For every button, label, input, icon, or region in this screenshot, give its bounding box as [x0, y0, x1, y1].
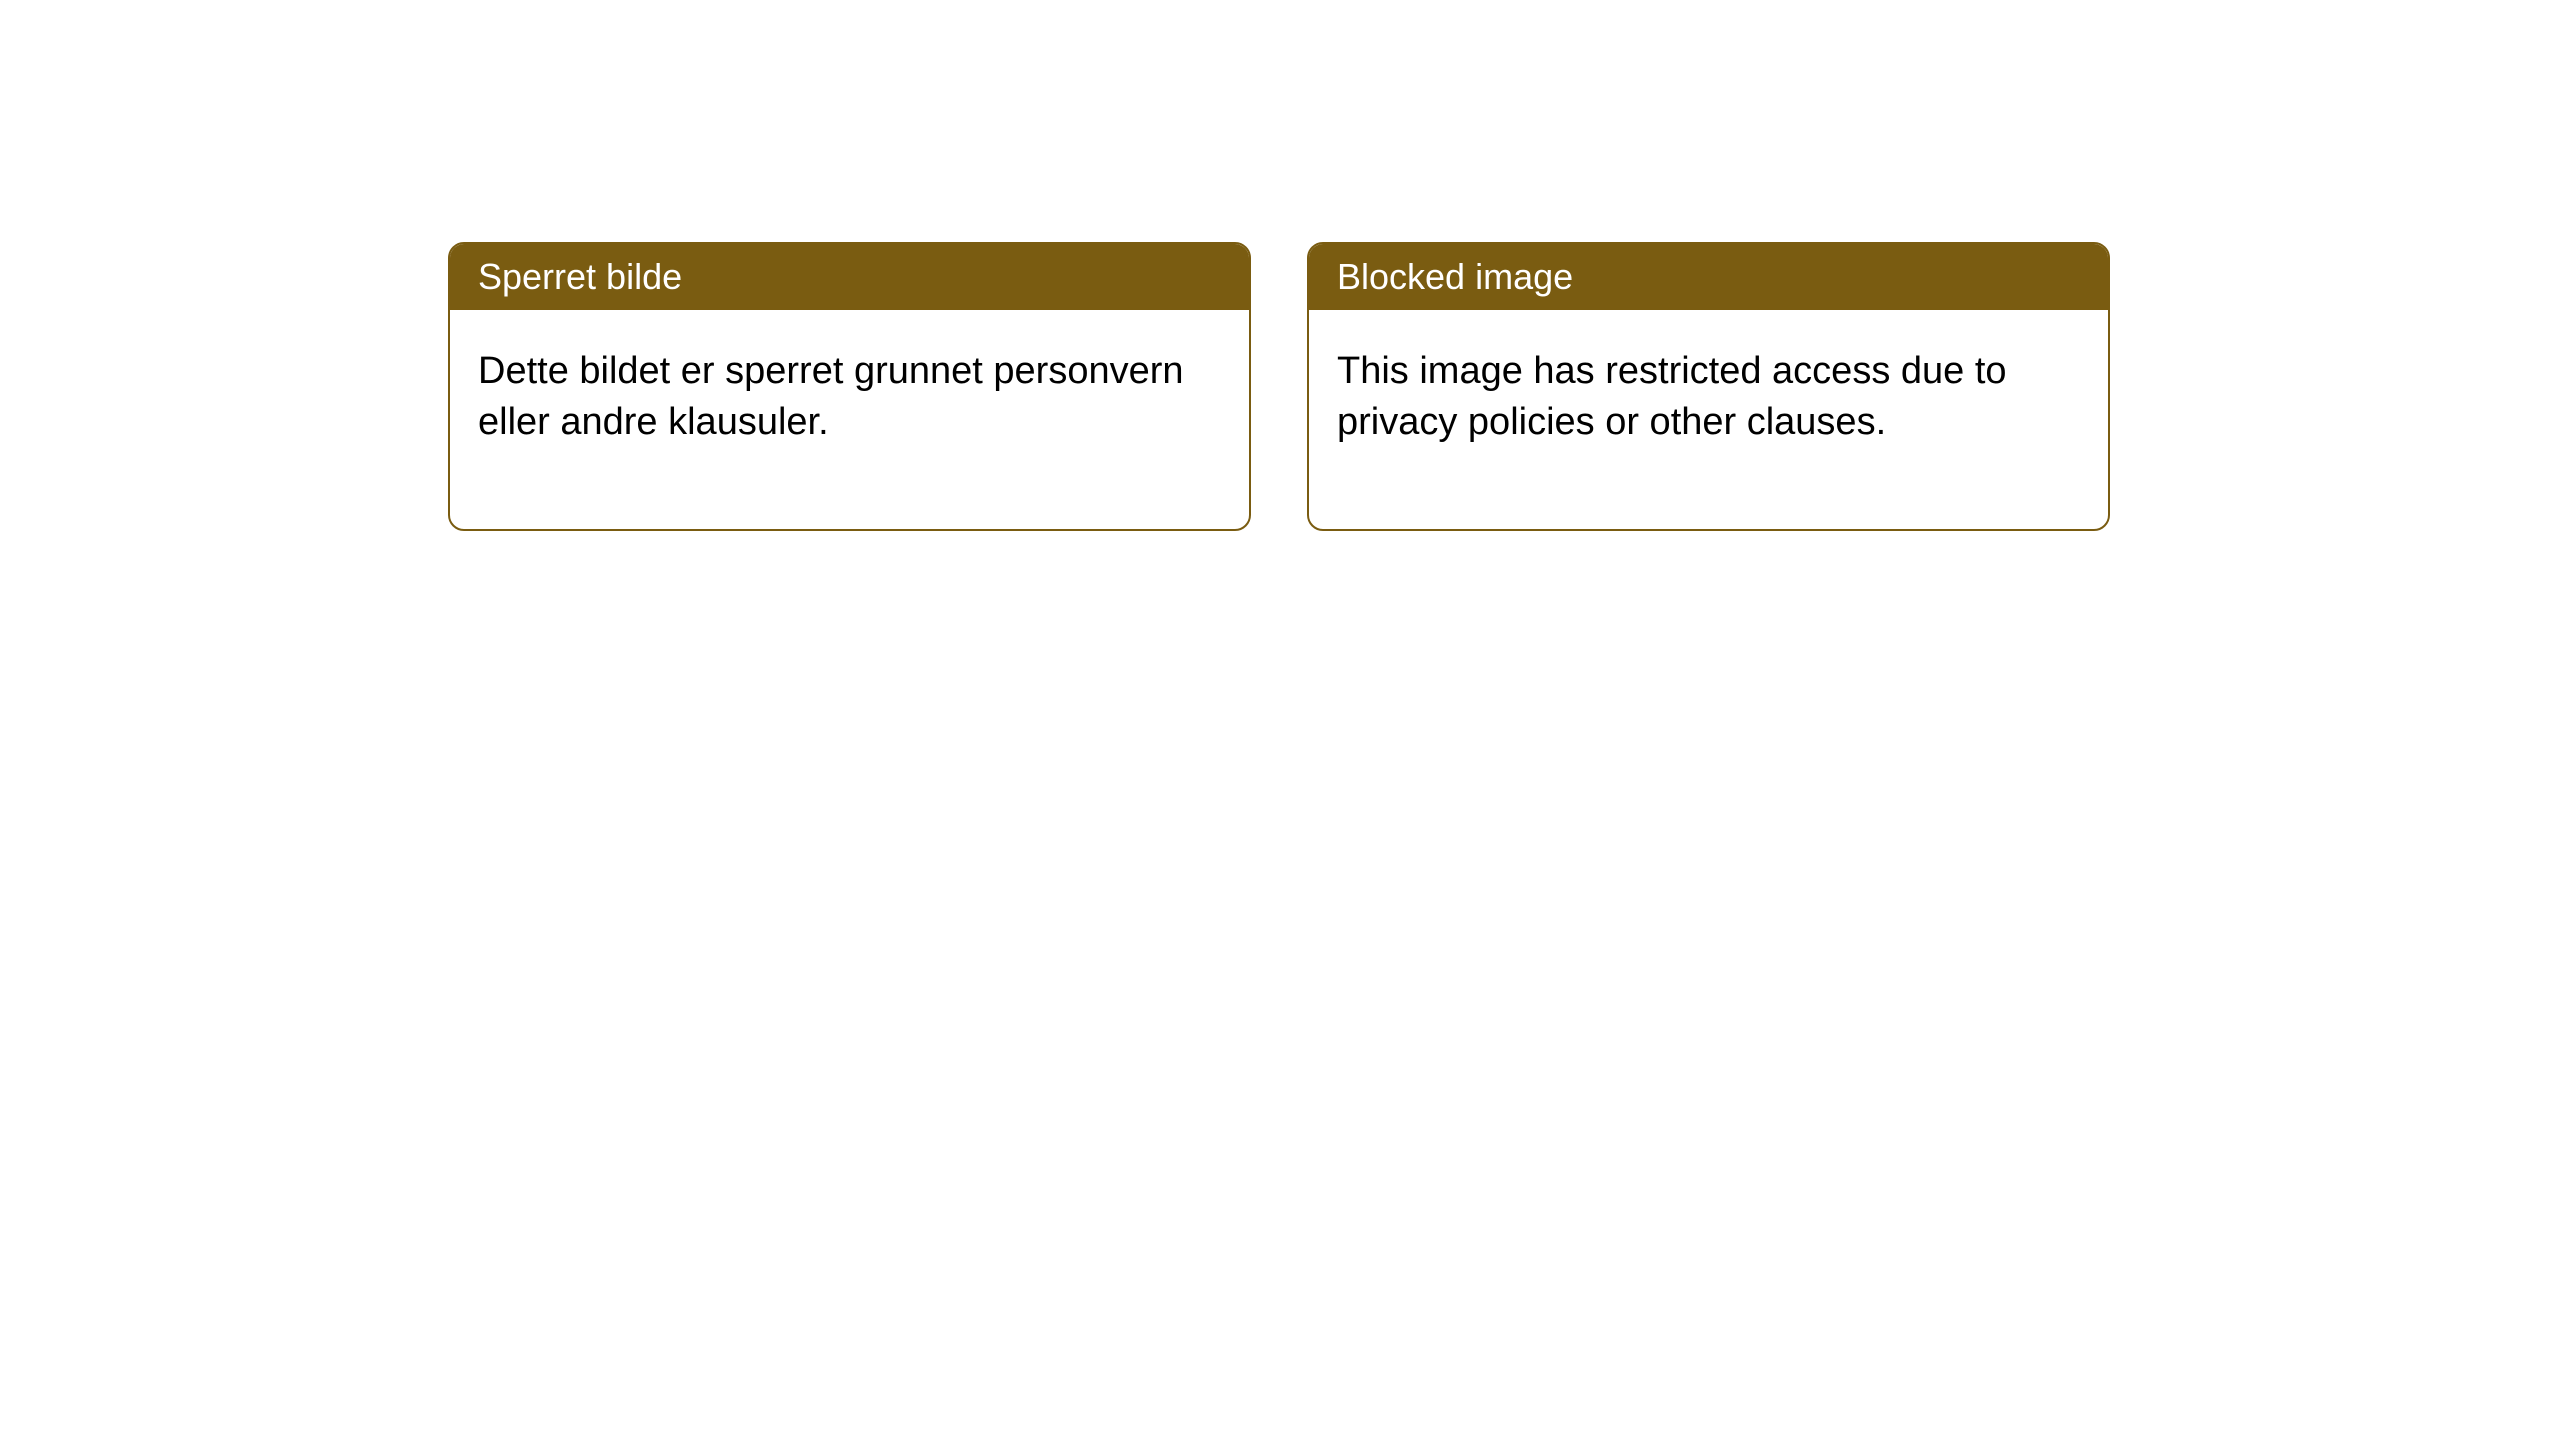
notice-card-en: Blocked image This image has restricted … [1307, 242, 2110, 531]
notice-cards-container: Sperret bilde Dette bildet er sperret gr… [448, 242, 2110, 531]
notice-card-body-text: This image has restricted access due to … [1337, 350, 2007, 443]
notice-card-body: This image has restricted access due to … [1309, 310, 2108, 529]
notice-card-header: Sperret bilde [450, 244, 1249, 310]
notice-card-body-text: Dette bildet er sperret grunnet personve… [478, 350, 1184, 443]
notice-card-title: Sperret bilde [478, 256, 682, 297]
notice-card-no: Sperret bilde Dette bildet er sperret gr… [448, 242, 1251, 531]
notice-card-title: Blocked image [1337, 256, 1573, 297]
notice-card-header: Blocked image [1309, 244, 2108, 310]
notice-card-body: Dette bildet er sperret grunnet personve… [450, 310, 1249, 529]
